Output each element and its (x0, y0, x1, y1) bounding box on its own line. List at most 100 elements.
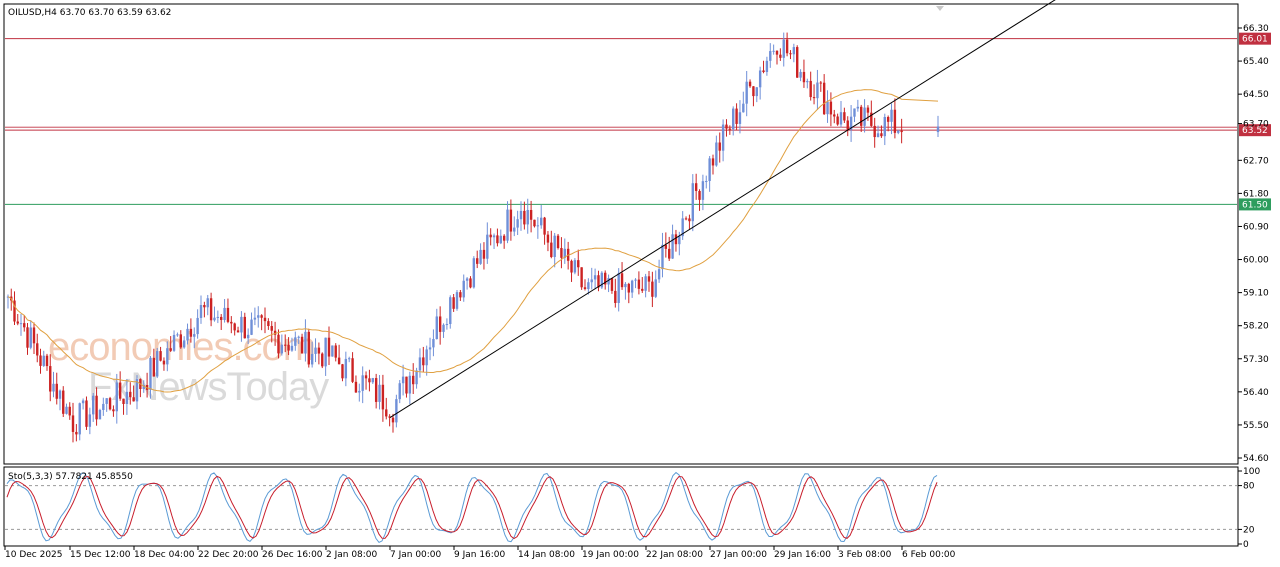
candle-bear (836, 116, 839, 125)
trendline[interactable] (389, 0, 1077, 418)
candle-bull (573, 260, 577, 273)
candle-bear (627, 283, 630, 293)
candle-bear (412, 375, 415, 385)
candle-bull (398, 383, 401, 400)
candle-bear (614, 290, 617, 303)
candle-bear (307, 331, 310, 365)
candle-bear (226, 307, 230, 322)
candle-bear (129, 391, 132, 398)
candle-bull (856, 106, 860, 109)
candle-bull (172, 334, 176, 351)
candle-bear (381, 384, 385, 410)
candle-bear (55, 383, 58, 399)
level-tag-63.52 (1239, 124, 1271, 137)
candle-bull (395, 399, 398, 423)
stochastic-oscillator: 100 80 20 0 (5, 467, 1260, 550)
candle-bear (489, 234, 492, 238)
candle-bear (95, 395, 98, 420)
candle-bear (785, 39, 789, 54)
candle-bear (873, 125, 876, 138)
candle-bull (455, 292, 459, 309)
level-tag-label: 61.50 (1242, 200, 1268, 210)
candle-bull (435, 316, 438, 340)
candle-bull (883, 116, 886, 137)
candle-bear (405, 376, 408, 394)
candle-bear (169, 348, 172, 351)
candle-bear (509, 209, 513, 232)
candle-bear (476, 258, 479, 264)
candle-bull (799, 71, 802, 78)
candle-bear (351, 358, 354, 382)
candle-bear (843, 112, 846, 121)
stoch-tick-label: 80 (1243, 482, 1255, 492)
candle-bear (327, 337, 331, 357)
price-tick-label: 57.30 (1243, 355, 1269, 365)
price-tick-label: 65.40 (1243, 57, 1269, 67)
candle-bear (880, 133, 883, 137)
time-axis: 10 Dec 2025 15 Dec 12:00 18 Dec 04:00 22 De… (4, 546, 956, 560)
candle-bull (246, 334, 250, 339)
candle-bull (98, 409, 102, 420)
candle-bear (620, 273, 624, 288)
candle-bull (193, 334, 196, 337)
candle-bull (758, 70, 762, 88)
candle-bull (671, 234, 674, 259)
candle-bear (108, 398, 112, 410)
candle-bear (550, 242, 553, 258)
price-tick-label: 60.90 (1243, 222, 1269, 232)
candle-bear (637, 279, 641, 289)
candle-bear (543, 217, 546, 235)
candle-bull (607, 278, 610, 285)
candle-bear (243, 316, 246, 339)
candle-bull (745, 81, 748, 104)
candle-bear (132, 397, 135, 402)
candle-bull (479, 249, 482, 264)
candle-bull (81, 400, 85, 404)
candle-bear (529, 209, 533, 220)
candle-bull (408, 375, 412, 394)
price-tick-label: 58.20 (1243, 322, 1269, 332)
candle-bear (203, 305, 206, 308)
horizontal-levels: 66.01 63.52 61.50 (5, 32, 1271, 211)
candle-bull (280, 344, 284, 354)
candle-bear (533, 219, 536, 227)
candle-bear (317, 347, 321, 354)
candle-bear (321, 353, 324, 367)
shift-marker-icon[interactable] (936, 6, 944, 11)
candle-bear (452, 297, 455, 309)
candle-bull (294, 337, 297, 346)
candle-bear (209, 298, 213, 321)
candle-bear (459, 292, 462, 298)
candle-bear (75, 431, 78, 435)
time-tick-label: 2 Jan 08:00 (326, 550, 378, 560)
candle-bull (196, 317, 199, 335)
candle-bull (526, 209, 529, 225)
stoch-tick-label: 0 (1243, 540, 1249, 550)
candle-bear (604, 272, 607, 285)
candle-bull (765, 60, 769, 73)
candle-bull (644, 276, 647, 291)
candle-bear (812, 97, 816, 99)
candle-bull (253, 317, 257, 320)
candle-bull (806, 80, 809, 83)
price-candles (6, 32, 940, 443)
candle-bull (600, 272, 604, 288)
candle-bull (590, 279, 593, 283)
candle-bear (438, 316, 442, 332)
candle-bull (540, 217, 543, 226)
candle-bull (853, 108, 856, 117)
candle-bear (886, 116, 890, 122)
candle-bear (287, 344, 290, 351)
candle-bear (162, 360, 166, 365)
candle-bull (418, 357, 422, 371)
candle-bull (425, 349, 428, 366)
candle-bear (39, 355, 42, 366)
candle-bull (536, 225, 540, 227)
candle-bull (691, 183, 694, 222)
candle-bear (233, 323, 236, 331)
candle-bull (654, 279, 657, 297)
candle-bear (866, 107, 870, 113)
candle-bear (23, 323, 26, 328)
ma-line (7, 89, 939, 393)
